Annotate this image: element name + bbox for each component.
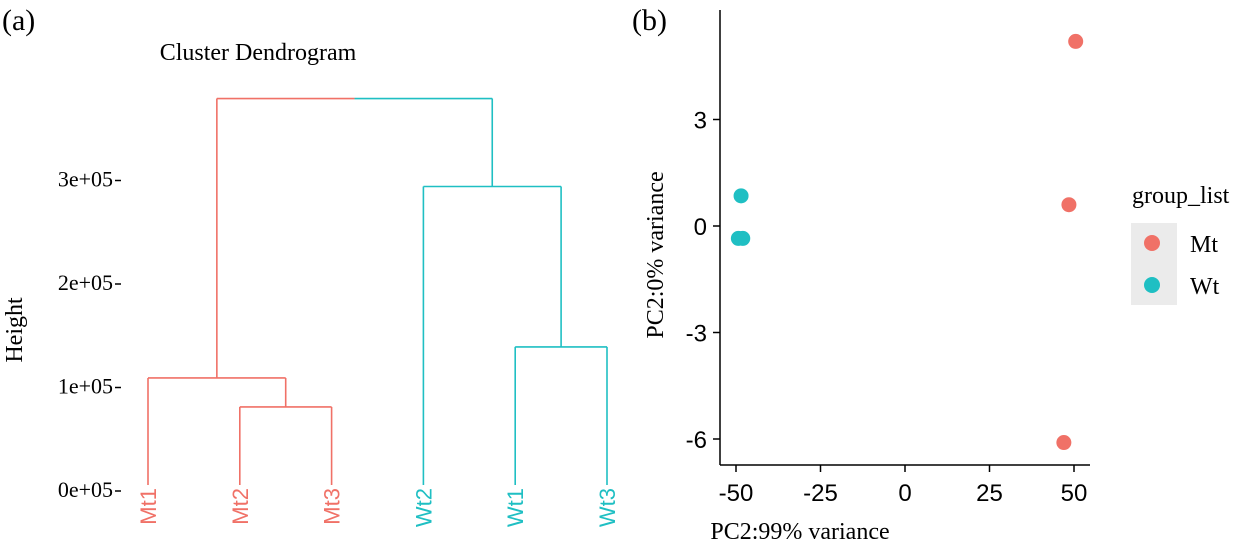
dendrogram-leaf-label: Wt3	[595, 488, 620, 527]
legend-key-mt	[1144, 235, 1160, 251]
dendrogram-links	[147, 97, 608, 485]
pca-y-ticks: -6 -3 0 3	[686, 108, 720, 454]
dendrogram-leaf-label: Wt2	[411, 488, 436, 527]
pca-point-mt	[1056, 435, 1072, 451]
dendrogram-y-ticks: 0e+05 1e+05 2e+05 3e+05	[58, 167, 121, 502]
pca-point-mt	[1068, 33, 1084, 49]
pca-panel: (b) -6-303 -50 -25 0 25 50 PC2:99% variance …	[632, 4, 1230, 545]
pca-x-tick-label: 0	[898, 480, 911, 507]
dendrogram-y-tick-label: 2e+05	[58, 270, 113, 295]
legend-title: group_list	[1132, 183, 1230, 209]
dendrogram-leaf-labels: Mt1 Mt2 Mt3 Wt2 Wt1 Wt3	[136, 488, 620, 527]
pca-x-ticks: -50 -25 0 25 50	[719, 465, 1088, 507]
pca-y-tick-label: 3	[694, 108, 707, 135]
dendrogram-y-label: Height	[2, 297, 28, 363]
pca-x-tick-label: -50	[719, 480, 754, 507]
legend-key-wt	[1144, 277, 1160, 293]
pca-x-tick-label: -25	[803, 480, 838, 507]
pca-point-mt	[1061, 197, 1077, 213]
legend-label-wt: Wt	[1190, 274, 1220, 300]
dendrogram-panel: (a) Cluster Dendrogram Height 0e+05 1e+05…	[2, 4, 620, 527]
dendrogram-leaf-label: Wt1	[503, 488, 528, 527]
dendrogram-leaf-label: Mt3	[320, 488, 345, 525]
pca-x-tick-label: 25	[976, 480, 1003, 507]
pca-point-wt	[733, 188, 749, 204]
pca-points	[730, 33, 1084, 451]
pca-y-tick-label: 0	[694, 214, 707, 241]
dendrogram-y-tick-label: 1e+05	[58, 374, 113, 399]
legend-label-mt: Mt	[1190, 232, 1218, 258]
dendrogram-y-tick-label: 3e+05	[58, 167, 113, 192]
dendrogram-title: Cluster Dendrogram	[160, 40, 357, 66]
dendrogram-leaf-label: Mt2	[228, 488, 253, 525]
dendrogram-leaf-label: Mt1	[136, 488, 161, 525]
pca-x-label: PC2:99% variance	[710, 519, 889, 545]
dendrogram-y-tick-label: 0e+05	[58, 477, 113, 502]
panel-label-b: (b)	[632, 4, 667, 37]
pca-legend: group_list Mt Wt	[1131, 183, 1230, 305]
pca-point-wt	[735, 230, 751, 246]
pca-y-tick-label: -3	[686, 321, 707, 348]
panel-label-a: (a)	[2, 4, 35, 37]
pca-x-tick-label: 50	[1061, 480, 1088, 507]
pca-y-label: PC2:0% variance	[643, 171, 669, 338]
pca-y-tick-label: -6	[686, 427, 707, 454]
